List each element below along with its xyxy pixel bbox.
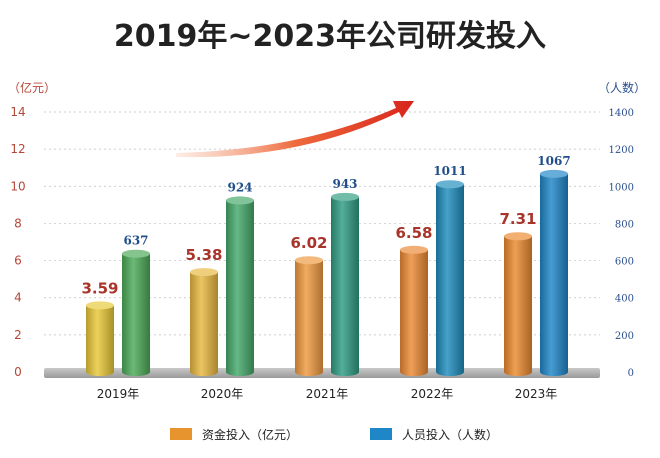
funding-bar (400, 249, 428, 376)
staff-bar-top (540, 169, 568, 178)
trend-arrow (176, 101, 414, 158)
funding-value-label: 7.31 (499, 210, 536, 228)
right-axis-ticks: 0 200 400 600 800 1000 1200 1400 (609, 108, 634, 379)
legend-label-funding: 资金投入（亿元） (202, 427, 298, 442)
staff-bar-top (331, 192, 359, 201)
x-tick-label: 2023年 (515, 387, 558, 401)
right-tick-label: 600 (615, 257, 634, 268)
funding-bar-top (295, 256, 323, 265)
right-tick-label: 1000 (609, 182, 634, 193)
left-tick-label: 0 (14, 365, 22, 379)
staff-value-label: 1011 (433, 164, 466, 178)
right-tick-label: 400 (615, 294, 634, 305)
right-tick-label: 1200 (609, 145, 634, 156)
legend-label-staff: 人员投入（人数） (402, 427, 498, 442)
left-axis-unit: （亿元） (8, 80, 56, 95)
staff-bar-top (122, 249, 150, 258)
legend: 资金投入（亿元） 人员投入（人数） (170, 427, 498, 442)
staff-value-label: 637 (123, 234, 148, 248)
staff-bar (226, 200, 254, 376)
x-tick-label: 2021年 (306, 387, 349, 401)
right-tick-label: 1400 (609, 108, 634, 119)
left-tick-label: 14 (10, 105, 25, 119)
bars-group: 3.59 637 5.38 924 6.02 943 6.58 1011 7.31 1067 (81, 154, 571, 376)
left-tick-label: 10 (10, 179, 25, 193)
right-tick-label: 200 (615, 331, 634, 342)
x-axis-labels: 2019年 2020年 2021年 2022年 2023年 (97, 387, 558, 401)
staff-value-label: 943 (332, 177, 357, 191)
left-tick-label: 2 (14, 328, 22, 342)
left-tick-label: 8 (14, 216, 22, 230)
right-axis-unit: （人数） (598, 80, 646, 95)
left-axis-ticks: 0 2 4 6 8 10 12 14 (10, 105, 25, 379)
x-tick-label: 2019年 (97, 387, 140, 401)
staff-bar (540, 173, 568, 376)
funding-value-label: 3.59 (81, 279, 118, 297)
staff-bar-top (226, 196, 254, 205)
funding-bar (295, 260, 323, 376)
funding-value-label: 5.38 (185, 246, 222, 264)
funding-value-label: 6.02 (290, 234, 327, 252)
staff-value-label: 924 (227, 180, 252, 194)
x-tick-label: 2020年 (201, 387, 244, 401)
funding-bar-top (190, 268, 218, 277)
funding-bar-top (504, 232, 532, 241)
right-tick-label: 0 (628, 368, 634, 379)
funding-bar (190, 272, 218, 376)
funding-bar (504, 236, 532, 376)
funding-value-label: 6.58 (395, 224, 432, 242)
x-tick-label: 2022年 (411, 387, 454, 401)
staff-bar-top (436, 180, 464, 189)
funding-bar (86, 305, 114, 376)
left-tick-label: 4 (14, 291, 22, 305)
legend-swatch-staff (370, 428, 392, 440)
staff-value-label: 1067 (537, 154, 570, 168)
legend-swatch-funding (170, 428, 192, 440)
chart-title: 2019年~2023年公司研发投入 (114, 19, 546, 54)
left-tick-label: 6 (14, 254, 22, 268)
funding-bar-top (86, 301, 114, 310)
staff-bar (436, 184, 464, 376)
funding-bar-top (400, 245, 428, 254)
left-tick-label: 12 (10, 142, 25, 156)
staff-bar (122, 253, 150, 376)
staff-bar (331, 196, 359, 376)
right-tick-label: 800 (615, 219, 634, 230)
